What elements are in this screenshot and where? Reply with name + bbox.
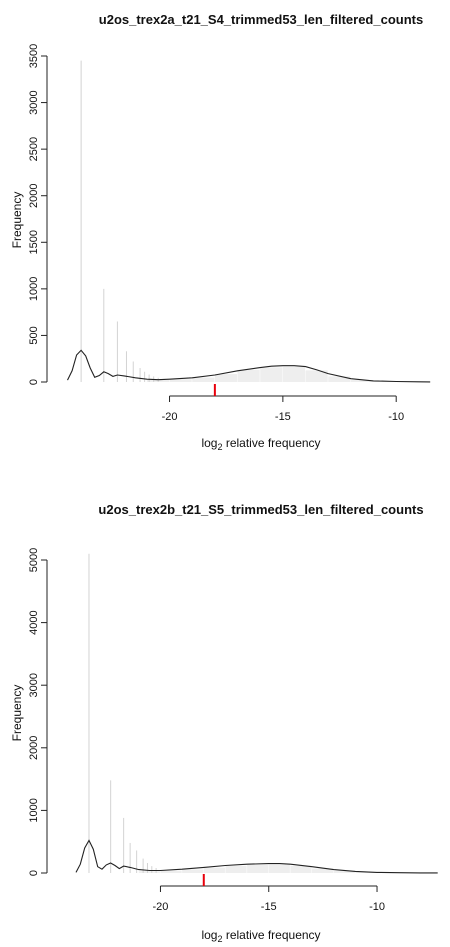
y-axis: 0 500 1000 1500 2000 2500 3000 3500	[28, 44, 47, 385]
x-axis-label-log: log	[201, 928, 217, 942]
plot-area: 0 1000 2000 3000 4000 5000 -20 -15 -10	[28, 548, 438, 913]
x-tick-label: -10	[388, 411, 404, 423]
x-axis-label: log2 relative frequency	[201, 928, 320, 944]
y-tick-label: 5000	[28, 548, 40, 572]
y-axis-label: Frequency	[10, 685, 24, 742]
y-tick-label: 3000	[28, 90, 40, 114]
y-tick-label: 2000	[28, 183, 40, 207]
histogram-bin	[328, 376, 350, 382]
y-tick-label: 3500	[28, 44, 40, 68]
y-axis: 0 1000 2000 3000 4000 5000	[28, 548, 47, 876]
histogram-chart-1: u2os_trex2a_t21_S4_trimmed53_len_filtere…	[0, 0, 450, 470]
y-tick-label: 1500	[28, 230, 40, 254]
chart-title: u2os_trex2a_t21_S4_trimmed53_len_filtere…	[99, 12, 423, 27]
y-axis-label: Frequency	[10, 192, 24, 249]
histogram-bin	[247, 865, 268, 873]
y-tick-label: 3000	[28, 673, 40, 697]
histogram-bin	[290, 866, 311, 873]
y-tick-label: 4000	[28, 610, 40, 634]
x-tick-label: -20	[162, 411, 178, 423]
x-tick-label: -15	[261, 901, 277, 913]
y-tick-label: 2500	[28, 137, 40, 161]
y-tick-label: 500	[28, 326, 40, 344]
histogram-bin	[225, 866, 246, 873]
histogram-bin	[238, 370, 260, 382]
histogram-bin	[269, 865, 290, 873]
y-tick-label: 0	[28, 870, 40, 876]
x-axis-label-rest: relative frequency	[222, 928, 320, 942]
x-axis-label-rest: relative frequency	[222, 436, 320, 450]
histogram-bin	[182, 869, 203, 873]
histogram-bin	[192, 378, 214, 382]
histogram-bin	[139, 871, 160, 873]
x-axis: -20 -15 -10	[153, 886, 385, 913]
y-tick-label: 1000	[28, 277, 40, 301]
histogram-panel-2: u2os_trex2b_t21_S5_trimmed53_len_filtere…	[0, 470, 450, 947]
chart-title: u2os_trex2b_t21_S5_trimmed53_len_filtere…	[98, 502, 423, 517]
x-axis: -20 -15 -10	[162, 396, 405, 423]
plot-area: 0 500 1000 1500 2000 2500 3000 3500 -20 -15 -10	[28, 44, 430, 423]
histogram-bin	[260, 367, 282, 382]
histogram-bin	[204, 868, 225, 873]
histogram-bin	[283, 367, 305, 382]
x-tick-label: -15	[275, 411, 291, 423]
x-tick-label: -20	[153, 901, 169, 913]
x-axis-label-log: log	[201, 436, 217, 450]
y-tick-label: 1000	[28, 798, 40, 822]
histogram-bin	[160, 871, 181, 873]
y-tick-label: 2000	[28, 736, 40, 760]
x-tick-label: -10	[369, 901, 385, 913]
x-axis-label: log2 relative frequency	[201, 436, 320, 452]
histogram-bin	[170, 379, 192, 382]
histogram-panel-1: u2os_trex2a_t21_S4_trimmed53_len_filtere…	[0, 0, 450, 470]
histogram-chart-2: u2os_trex2b_t21_S5_trimmed53_len_filtere…	[0, 470, 450, 947]
y-tick-label: 0	[28, 379, 40, 385]
histogram-bin	[215, 374, 237, 382]
